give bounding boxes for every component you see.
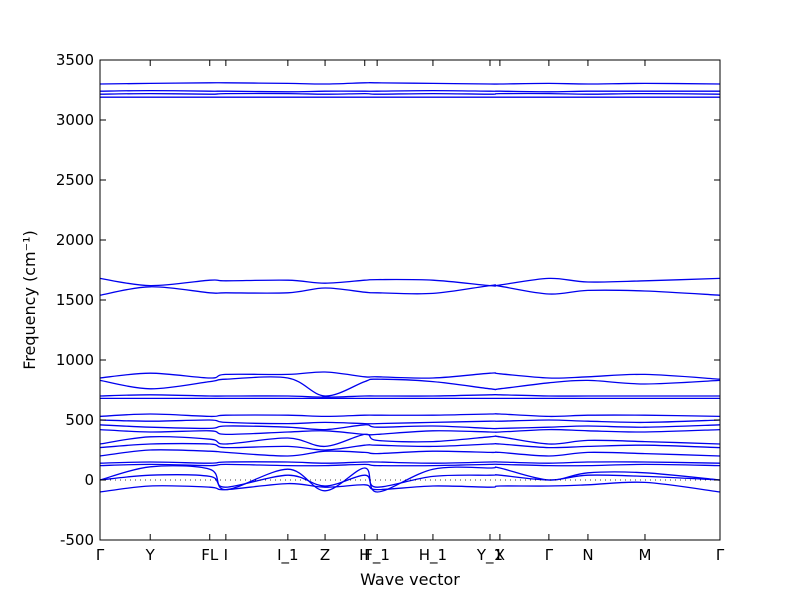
x-tick-label: Γ	[545, 546, 554, 564]
phonon-band-line	[99, 449, 721, 457]
phonon-band-line	[99, 419, 721, 425]
x-tick-label: F_1	[364, 546, 390, 565]
phonon-band-line	[99, 89, 720, 93]
y-tick-label: 0	[84, 471, 94, 489]
y-tick-label: 1000	[56, 351, 94, 369]
y-tick-label: 2500	[56, 171, 94, 189]
y-tick-label: 1500	[56, 291, 94, 309]
x-tick-label: M	[639, 546, 652, 564]
phonon-band-line	[99, 413, 721, 418]
plot-frame	[99, 59, 721, 541]
phonon-band-line	[99, 284, 721, 296]
phonon-band-line	[99, 376, 721, 397]
series-layer	[99, 82, 721, 493]
phonon-band-line	[99, 481, 721, 493]
y-tick-label: 3000	[56, 111, 94, 129]
x-tick-label: FL	[201, 546, 219, 564]
phonon-band-line	[99, 461, 721, 464]
x-tick-label: Y	[145, 546, 156, 564]
x-tick-label: Y_1	[476, 546, 503, 565]
phonon-band-line	[99, 463, 721, 467]
x-tick-label: X	[495, 546, 505, 564]
phonon-band-line	[99, 277, 721, 287]
phonon-band-line	[99, 465, 721, 493]
x-tick-label: H_1	[419, 546, 447, 565]
x-ticks: Γ Y FL I I_1 Z HF_1 H_1 Y_1X Γ N M Γ	[96, 60, 725, 565]
x-tick-label: H	[359, 546, 370, 564]
phonon-band-line	[99, 82, 721, 85]
phonon-band-line	[99, 92, 721, 95]
phonon-band-line	[99, 371, 721, 380]
phonon-band-line	[99, 428, 721, 436]
phonon-band-line	[99, 433, 721, 448]
y-tick-label: 500	[65, 411, 94, 429]
x-tick-label: Γ	[716, 546, 725, 564]
x-axis-label: Wave vector	[360, 570, 460, 589]
x-tick-label: I	[224, 546, 228, 564]
phonon-band-line	[99, 424, 721, 431]
y-tick-label: -500	[60, 531, 94, 549]
phonon-band-line	[99, 394, 720, 398]
x-tick-label: Γ	[96, 546, 105, 564]
x-tick-label: I_1	[277, 546, 298, 565]
y-tick-label: 3500	[56, 51, 94, 69]
phonon-band-line	[99, 442, 721, 451]
y-tick-label: 2000	[56, 231, 94, 249]
x-tick-label: Z	[320, 546, 330, 564]
phonon-band-line	[99, 474, 721, 488]
y-ticks: -500 0 500 1000 1500 2000 2500 3000 3500	[56, 51, 720, 549]
x-tick-label: N	[582, 546, 593, 564]
y-axis-label: Frequency (cm⁻¹)	[20, 230, 39, 369]
